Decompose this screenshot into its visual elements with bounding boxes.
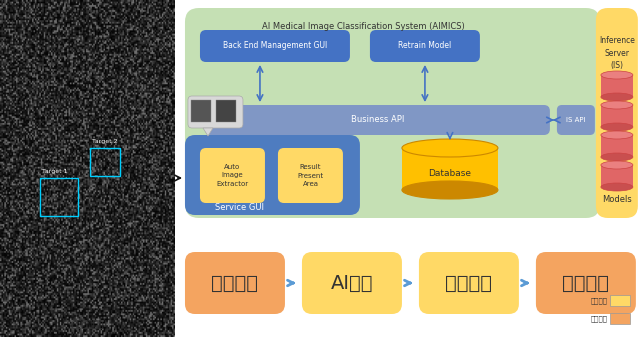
Text: 標記病灶範圍: 標記病灶範圍 xyxy=(71,320,104,330)
FancyBboxPatch shape xyxy=(0,0,175,337)
Text: AI輔助: AI輔助 xyxy=(331,274,373,293)
Text: Auto
Image
Extractor: Auto Image Extractor xyxy=(216,164,248,187)
FancyBboxPatch shape xyxy=(302,252,402,314)
Bar xyxy=(610,295,630,306)
Ellipse shape xyxy=(601,123,633,131)
FancyBboxPatch shape xyxy=(596,8,638,218)
FancyBboxPatch shape xyxy=(536,252,636,314)
Text: Service GUI: Service GUI xyxy=(216,203,264,212)
Bar xyxy=(601,105,633,127)
Text: Result
Present
Area: Result Present Area xyxy=(298,164,323,187)
Bar xyxy=(90,148,120,176)
Ellipse shape xyxy=(601,101,633,109)
FancyBboxPatch shape xyxy=(185,8,600,218)
Bar xyxy=(601,75,633,97)
Ellipse shape xyxy=(601,161,633,169)
FancyBboxPatch shape xyxy=(185,135,360,215)
FancyBboxPatch shape xyxy=(205,105,550,135)
Polygon shape xyxy=(203,128,213,136)
FancyBboxPatch shape xyxy=(557,105,595,135)
Text: 人為介入: 人為介入 xyxy=(591,315,608,322)
Text: IS API: IS API xyxy=(566,117,586,123)
Text: AI Medical Image Classification System (AIMICS): AI Medical Image Classification System (… xyxy=(262,22,465,31)
Text: Target 2: Target 2 xyxy=(92,139,118,144)
FancyBboxPatch shape xyxy=(370,30,480,62)
FancyBboxPatch shape xyxy=(278,148,343,203)
FancyBboxPatch shape xyxy=(188,96,243,128)
FancyBboxPatch shape xyxy=(200,148,265,203)
Ellipse shape xyxy=(601,71,633,79)
Ellipse shape xyxy=(601,153,633,161)
Bar xyxy=(40,178,78,216)
Text: 程式處理: 程式處理 xyxy=(591,297,608,304)
Text: Database: Database xyxy=(428,168,472,178)
Text: Models: Models xyxy=(602,195,632,205)
Text: Business API: Business API xyxy=(351,116,404,124)
Bar xyxy=(601,135,633,157)
Text: Target 1: Target 1 xyxy=(42,169,67,174)
Ellipse shape xyxy=(402,139,498,157)
FancyBboxPatch shape xyxy=(185,252,285,314)
Text: 異常告警: 異常告警 xyxy=(445,274,492,293)
Ellipse shape xyxy=(601,131,633,139)
Text: 病灶標記: 病灶標記 xyxy=(211,274,259,293)
Text: Inference
Server
(IS): Inference Server (IS) xyxy=(599,36,635,70)
Bar xyxy=(402,148,498,190)
Bar xyxy=(601,165,633,187)
Bar xyxy=(216,100,236,122)
Ellipse shape xyxy=(402,181,498,199)
Text: Back End Management GUI: Back End Management GUI xyxy=(223,41,327,51)
Bar xyxy=(191,100,211,122)
FancyBboxPatch shape xyxy=(419,252,519,314)
Bar xyxy=(610,313,630,324)
Text: Retrain Model: Retrain Model xyxy=(398,41,452,51)
Ellipse shape xyxy=(601,183,633,191)
Ellipse shape xyxy=(601,93,633,101)
Text: 醫師確認: 醫師確認 xyxy=(563,274,609,293)
FancyBboxPatch shape xyxy=(200,30,350,62)
